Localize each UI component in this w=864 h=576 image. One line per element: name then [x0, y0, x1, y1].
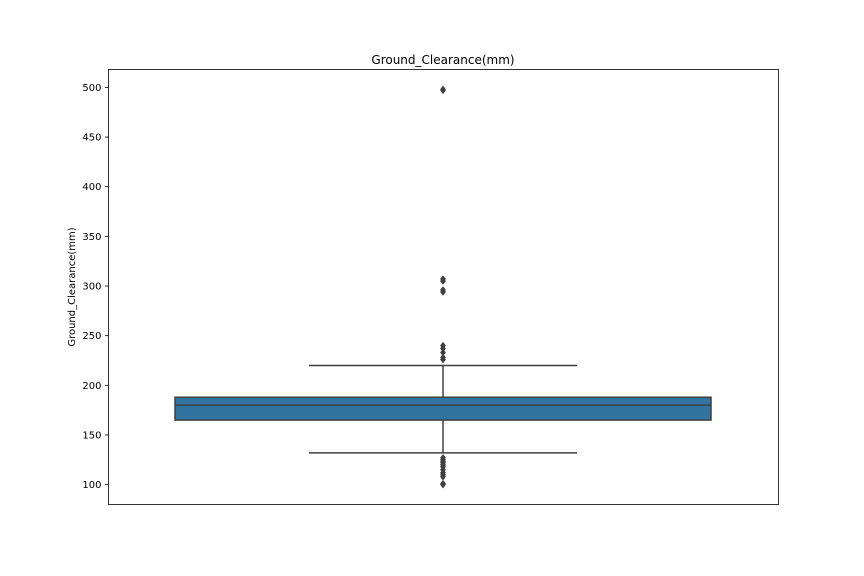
y-tick-label: 250	[82, 331, 101, 342]
outlier-point	[440, 353, 446, 362]
interquartile-box	[174, 396, 712, 421]
y-tick-label: 200	[82, 381, 101, 392]
y-tick-label: 150	[82, 430, 101, 441]
y-tick-label: 100	[82, 480, 101, 491]
y-tick-label: 400	[82, 182, 101, 193]
chart-title: Ground_Clearance(mm)	[371, 53, 514, 67]
y-tick-label: 350	[82, 232, 101, 243]
y-axis: 100 150 200 250 300 350 400 450 500	[82, 83, 109, 491]
y-tick-label: 300	[82, 282, 101, 293]
outlier-point	[440, 341, 446, 350]
plot-frame	[108, 69, 779, 505]
outlier-point	[440, 85, 446, 94]
outlier-point	[440, 286, 446, 294]
plot-area	[174, 85, 712, 489]
y-axis-label: Ground_Clearance(mm)	[67, 227, 78, 346]
y-tick-label: 500	[82, 83, 101, 94]
y-tick-label: 450	[82, 133, 101, 144]
outlier-point	[440, 453, 446, 462]
outlier-point	[440, 479, 446, 488]
outlier-point	[440, 348, 446, 357]
outlier-point	[440, 275, 446, 283]
